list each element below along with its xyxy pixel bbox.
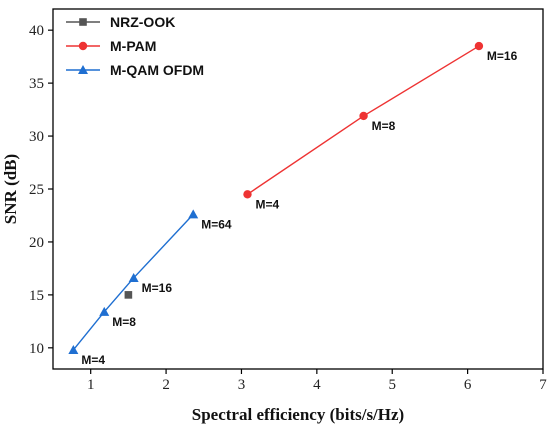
x-tick-label: 2 (162, 377, 170, 393)
x-tick-label: 3 (238, 377, 246, 393)
legend-label: NRZ-OOK (110, 14, 175, 30)
series-line (247, 45, 480, 195)
data-label: M=4 (81, 353, 105, 367)
legend-label: M-QAM OFDM (110, 62, 204, 78)
data-point (359, 111, 368, 121)
legend-marker (78, 65, 88, 74)
legend-item: M-QAM OFDM (66, 62, 204, 78)
data-point (99, 306, 110, 316)
x-tick-label: 5 (388, 377, 396, 393)
x-axis-title: Spectral efficiency (bits/s/Hz) (192, 405, 404, 424)
data-label: M=8 (372, 119, 396, 133)
data-point (124, 291, 133, 299)
series-line (72, 213, 194, 351)
data-label: M=64 (201, 217, 232, 231)
series-layer: M=4 M=8 M=16 M=4 M=8 M=16 M=64 (68, 41, 518, 367)
series-nrz-ook (124, 291, 133, 299)
data-point (474, 41, 484, 51)
data-point (68, 344, 79, 354)
y-axis-title: SNR (dB) (1, 154, 20, 224)
x-tick-label: 6 (464, 377, 472, 393)
legend-item: NRZ-OOK (66, 14, 175, 30)
legend-label: M-PAM (110, 38, 156, 54)
legend-marker (79, 18, 87, 26)
data-point (188, 209, 199, 219)
data-label: M=16 (142, 281, 173, 295)
y-tick-label: 20 (29, 235, 44, 251)
legend-marker (78, 41, 88, 51)
axis-ticks: 1 2 3 4 5 6 7 10 15 20 25 30 35 40 (29, 23, 547, 393)
data-point (243, 190, 252, 199)
x-tick-label: 4 (313, 377, 321, 393)
y-tick-label: 25 (29, 182, 44, 198)
data-label: M=16 (487, 49, 518, 63)
legend-item: M-PAM (66, 38, 156, 54)
x-tick-label: 7 (539, 377, 547, 393)
x-tick-label: 1 (87, 377, 95, 393)
y-tick-label: 15 (29, 288, 44, 304)
y-tick-label: 10 (29, 341, 44, 357)
data-point (128, 272, 139, 282)
y-tick-label: 30 (29, 129, 44, 145)
y-tick-label: 35 (29, 76, 44, 92)
series-m-pam: M=4 M=8 M=16 (243, 41, 518, 211)
y-tick-label: 40 (29, 23, 44, 39)
legend: NRZ-OOK M-PAM M-QAM OFDM (66, 14, 204, 78)
data-label: M=8 (112, 315, 136, 329)
series-m-qam-ofdm: M=4 M=8 M=16 M=64 (68, 209, 232, 367)
data-label: M=4 (255, 197, 279, 211)
